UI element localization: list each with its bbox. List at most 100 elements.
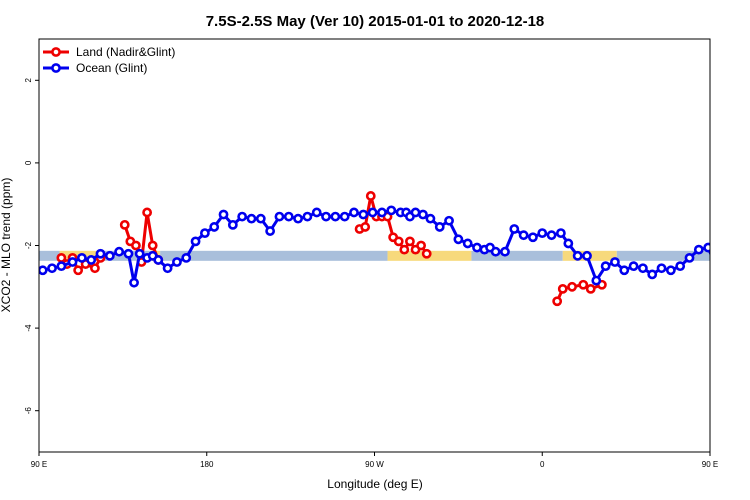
ocean-data-point bbox=[555, 228, 566, 239]
legend-label-land: Land (Nadir&Glint) bbox=[76, 45, 175, 59]
ocean-data-point bbox=[47, 263, 57, 274]
ocean-data-point bbox=[509, 224, 520, 234]
ocean-data-point bbox=[518, 230, 529, 241]
y-axis-label: XCO2 - MLO trend (ppm) bbox=[0, 178, 13, 313]
ocean-data-point bbox=[255, 213, 266, 224]
ocean-data-point bbox=[600, 261, 611, 272]
ocean-data-point bbox=[418, 209, 428, 220]
ocean-data-point bbox=[563, 238, 574, 249]
x-axis: 90 E 180 90 W 0 90 E bbox=[31, 452, 718, 469]
ocean-data-point bbox=[367, 207, 378, 218]
ocean-data-point bbox=[546, 230, 557, 241]
ocean-data-point bbox=[153, 255, 164, 265]
ocean-data-point bbox=[732, 260, 739, 267]
land-data-point bbox=[142, 207, 153, 218]
land-data-point bbox=[585, 283, 596, 294]
ocean-data-point bbox=[434, 222, 445, 232]
ocean-data-point bbox=[190, 236, 201, 247]
ocean-data-point bbox=[311, 207, 322, 218]
surface-band-ocean bbox=[160, 250, 388, 261]
ocean-data-point bbox=[462, 238, 473, 249]
ocean-data-point bbox=[162, 263, 173, 274]
ocean-data-point bbox=[693, 244, 704, 255]
ocean-data-point bbox=[656, 263, 667, 274]
ocean-data-point bbox=[302, 211, 313, 222]
land-data-point bbox=[90, 263, 100, 274]
ocean-data-point bbox=[123, 248, 134, 259]
x-tick-label: 90 E bbox=[702, 460, 718, 469]
ocean-data-point bbox=[76, 252, 87, 263]
ocean-data-point bbox=[665, 265, 676, 276]
ocean-data-point bbox=[199, 228, 210, 239]
land-data-point bbox=[360, 222, 371, 232]
ocean-data-point bbox=[39, 265, 48, 276]
surface-band-ocean bbox=[616, 250, 710, 261]
land-data-point bbox=[393, 236, 404, 247]
ocean-data-point bbox=[86, 255, 97, 265]
x-tick-label: 90 W bbox=[365, 460, 384, 469]
ocean-data-point bbox=[675, 261, 686, 272]
land-data-point bbox=[73, 265, 84, 276]
ocean-data-point bbox=[349, 207, 359, 218]
x-axis-label: Longitude (deg E) bbox=[327, 477, 422, 491]
ocean-data-point bbox=[684, 252, 695, 263]
land-data-point bbox=[119, 219, 130, 230]
x-tick-label: 180 bbox=[200, 460, 214, 469]
ocean-data-point bbox=[703, 242, 710, 253]
y-tick-label: 2 bbox=[24, 78, 33, 83]
surface-band-ocean bbox=[39, 250, 60, 261]
ocean-data-point bbox=[723, 263, 730, 270]
ocean-data-point bbox=[619, 265, 630, 276]
ocean-data-point bbox=[490, 246, 501, 257]
ocean-data-point bbox=[472, 242, 482, 253]
ocean-data-point bbox=[134, 248, 145, 259]
ocean-data-point bbox=[181, 252, 192, 263]
ocean-data-point bbox=[582, 250, 592, 261]
ocean-data-point bbox=[104, 250, 115, 261]
legend-marker-ocean bbox=[51, 63, 61, 73]
x-tick-label: 0 bbox=[540, 460, 545, 469]
land-data-point bbox=[557, 283, 568, 294]
ocean-data-point bbox=[129, 277, 139, 288]
ocean-data-point bbox=[628, 261, 639, 272]
ocean-data-point bbox=[321, 211, 331, 222]
chart-title: 7.5S-2.5S May (Ver 10) 2015-01-01 to 202… bbox=[206, 13, 545, 30]
y-tick-label: 0 bbox=[24, 160, 33, 165]
ocean-data-point bbox=[714, 267, 721, 274]
land-data-point bbox=[147, 240, 158, 251]
ocean-data-point bbox=[742, 248, 749, 255]
ocean-data-point bbox=[386, 205, 397, 216]
ocean-data-point bbox=[453, 234, 464, 245]
ocean-data-point bbox=[283, 211, 294, 222]
y-tick-label: -2 bbox=[24, 241, 33, 249]
ocean-data-point bbox=[227, 219, 238, 230]
ocean-data-point bbox=[265, 226, 276, 236]
ocean-data-point bbox=[358, 209, 369, 220]
legend: Land (Nadir&Glint) Ocean (Glint) bbox=[43, 45, 175, 75]
ocean-data-point bbox=[339, 211, 350, 222]
ocean-data-point bbox=[237, 211, 248, 222]
ocean-series-line bbox=[42, 208, 710, 284]
ocean-data-point bbox=[500, 246, 510, 257]
ocean-data-point bbox=[610, 257, 620, 267]
ocean-data-point bbox=[425, 213, 436, 224]
ocean-data-point bbox=[537, 228, 548, 239]
ocean-data-point bbox=[638, 263, 648, 274]
land-data-point bbox=[399, 244, 410, 255]
y-axis: 2 0 -2 -4 -6 bbox=[24, 78, 39, 414]
ocean-data-point bbox=[293, 213, 303, 224]
ocean-data-point bbox=[218, 209, 229, 220]
ocean-data-point bbox=[274, 211, 285, 222]
ocean-data-point bbox=[56, 261, 67, 272]
ocean-data-point bbox=[95, 248, 106, 259]
ocean-data-point bbox=[377, 207, 387, 218]
ocean-data-point bbox=[67, 257, 78, 267]
land-data-point bbox=[131, 240, 141, 251]
ocean-data-point bbox=[172, 257, 182, 267]
ocean-data-point bbox=[572, 250, 583, 261]
ocean-data-point bbox=[330, 211, 341, 222]
legend-marker-land bbox=[51, 47, 61, 57]
ocean-data-point bbox=[444, 215, 454, 226]
legend-label-ocean: Ocean (Glint) bbox=[76, 61, 147, 75]
